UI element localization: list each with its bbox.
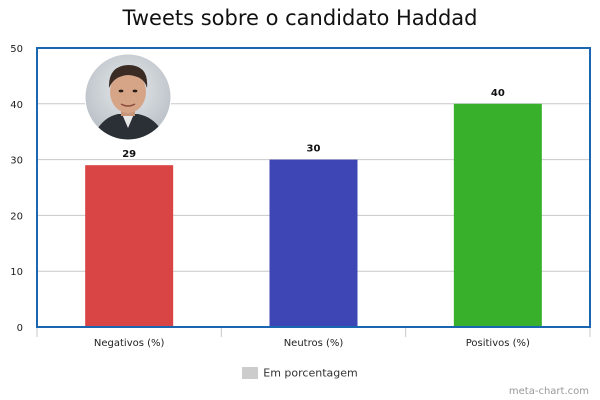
- bar: [85, 165, 174, 327]
- data-labels: 29 30 40: [122, 88, 505, 160]
- bars: [85, 103, 542, 327]
- data-label: 40: [491, 88, 505, 99]
- legend: Em porcentagem: [0, 366, 600, 380]
- bar: [269, 159, 358, 327]
- data-label: 30: [307, 144, 321, 155]
- bar: [453, 103, 542, 327]
- axes: 0 10 20 30 40 50 Negativos (%) Neutros (%) Posit…: [10, 44, 591, 349]
- credit-text: meta-chart.com: [508, 386, 589, 397]
- y-tick-label: 20: [10, 211, 23, 222]
- data-label: 29: [122, 149, 136, 160]
- x-tick-label: Positivos (%): [466, 338, 530, 349]
- y-tick-label: 40: [10, 100, 23, 111]
- candidate-portrait-icon: [84, 53, 172, 141]
- plot-frame: [36, 47, 591, 328]
- y-tick-label: 0: [17, 323, 23, 334]
- y-tick-label: 50: [10, 44, 23, 55]
- y-tick-label: 10: [10, 267, 23, 278]
- x-tick-label: Neutros (%): [284, 338, 344, 349]
- legend-label: Em porcentagem: [263, 366, 358, 380]
- legend-swatch: [242, 367, 259, 379]
- y-tick-label: 30: [10, 156, 23, 167]
- x-tick-label: Negativos (%): [94, 338, 165, 349]
- chart-title: Tweets sobre o candidato Haddad: [122, 6, 478, 30]
